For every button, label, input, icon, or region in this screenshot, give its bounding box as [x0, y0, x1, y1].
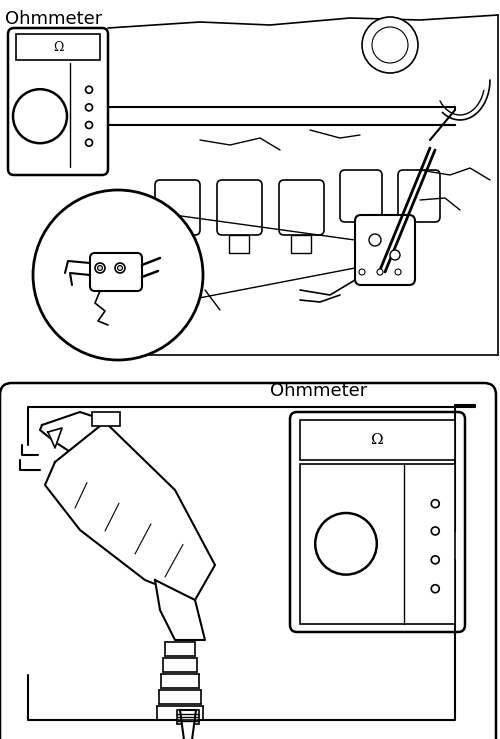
- FancyBboxPatch shape: [398, 170, 440, 222]
- Circle shape: [372, 27, 408, 63]
- FancyBboxPatch shape: [290, 412, 465, 632]
- FancyBboxPatch shape: [90, 253, 142, 291]
- Circle shape: [390, 250, 400, 260]
- Circle shape: [86, 121, 92, 129]
- Circle shape: [33, 190, 203, 360]
- Bar: [291, 235, 311, 253]
- FancyBboxPatch shape: [355, 215, 415, 285]
- Bar: [92, 412, 120, 426]
- Circle shape: [115, 263, 125, 273]
- Circle shape: [86, 86, 92, 93]
- Circle shape: [377, 269, 383, 275]
- Bar: [16, 34, 100, 61]
- Polygon shape: [48, 428, 62, 448]
- FancyBboxPatch shape: [279, 180, 324, 235]
- Bar: [177, 710, 199, 724]
- Circle shape: [369, 234, 381, 246]
- Circle shape: [431, 556, 440, 564]
- FancyBboxPatch shape: [340, 170, 382, 222]
- Circle shape: [86, 139, 92, 146]
- Bar: [300, 420, 455, 460]
- Circle shape: [13, 89, 67, 143]
- Circle shape: [95, 263, 105, 273]
- Circle shape: [315, 513, 377, 575]
- Circle shape: [362, 17, 418, 73]
- Circle shape: [395, 269, 401, 275]
- Circle shape: [86, 104, 92, 111]
- Circle shape: [359, 269, 365, 275]
- FancyBboxPatch shape: [155, 180, 200, 235]
- Bar: [300, 463, 455, 624]
- Circle shape: [431, 585, 440, 593]
- Bar: [167, 235, 187, 253]
- Polygon shape: [40, 412, 110, 460]
- Polygon shape: [108, 0, 498, 355]
- Bar: [229, 235, 249, 253]
- FancyBboxPatch shape: [0, 383, 496, 739]
- Polygon shape: [45, 422, 215, 600]
- FancyBboxPatch shape: [8, 28, 108, 175]
- FancyBboxPatch shape: [217, 180, 262, 235]
- Circle shape: [118, 265, 122, 270]
- Text: Ω: Ω: [53, 41, 63, 54]
- Circle shape: [431, 527, 440, 535]
- Polygon shape: [155, 580, 205, 640]
- Polygon shape: [180, 710, 196, 739]
- Circle shape: [431, 500, 440, 508]
- Text: Ω: Ω: [371, 433, 384, 447]
- Text: Ohmmeter: Ohmmeter: [270, 382, 367, 400]
- Circle shape: [98, 265, 102, 270]
- Text: Ohmmeter: Ohmmeter: [5, 10, 102, 28]
